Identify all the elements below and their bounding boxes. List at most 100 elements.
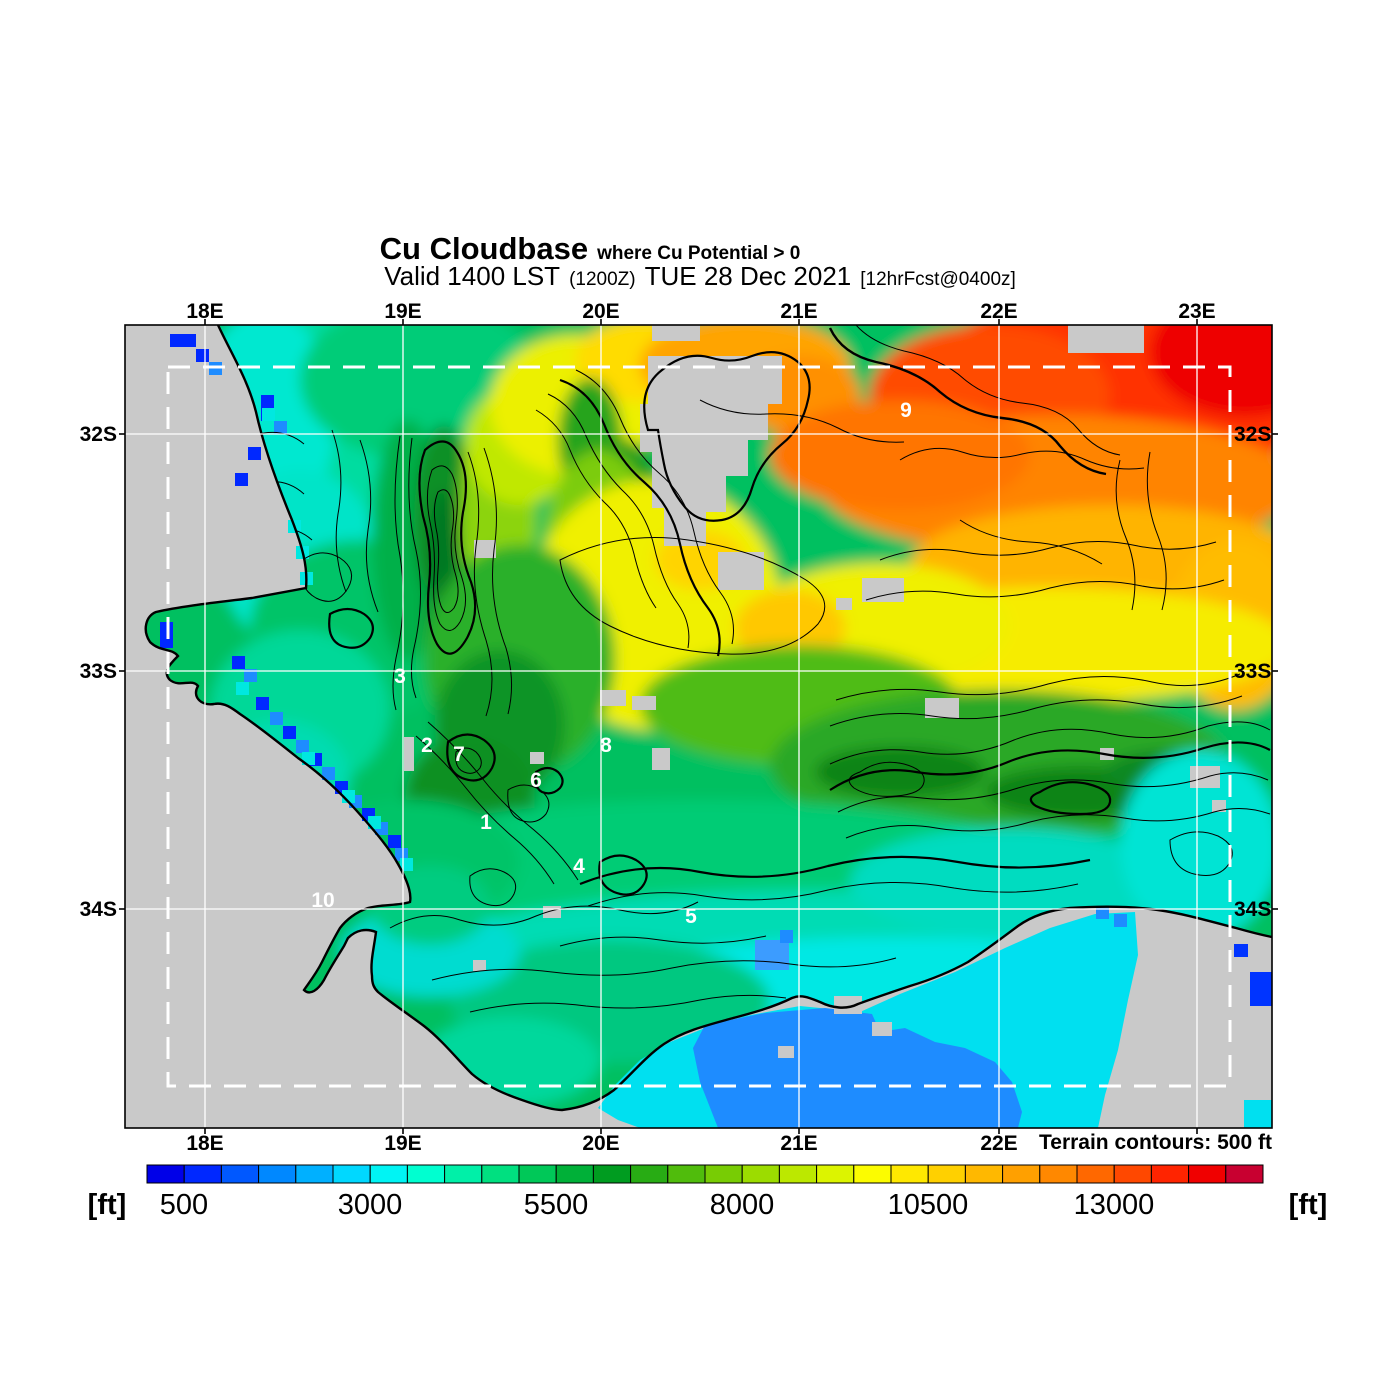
site-marker: 6 (530, 769, 542, 792)
contour-line (328, 607, 375, 649)
contour-line (855, 325, 1121, 456)
contour-line (559, 935, 767, 947)
lon-label-top: 22E (980, 300, 1017, 323)
zulu-time: (1200Z) (569, 269, 636, 290)
colorbar-cell (704, 1164, 743, 1184)
colorbar-cell (1225, 1164, 1264, 1184)
contour-line (359, 439, 379, 613)
pixel-patch (1250, 972, 1272, 1006)
colorbar-cell (1002, 1164, 1041, 1184)
contour-line (829, 741, 1271, 791)
site-marker: 5 (685, 905, 697, 928)
axis-labels: 18E 18E 19E 19E 20E 20E 21E 21E 22E 22E 23E 32S 32S 3… (80, 300, 1272, 1155)
title-line-2: Valid 1400 LST (1200Z) TUE 28 Dec 2021 [… (384, 261, 1016, 292)
colorbar-cell (518, 1164, 557, 1184)
colorbar-cell (592, 1164, 632, 1184)
pixel-patch (1244, 1100, 1272, 1128)
pixel-patch (274, 421, 287, 434)
contour-line (469, 868, 517, 907)
colorbar-tick-label: 8000 (710, 1189, 775, 1221)
pixel-patch (232, 656, 245, 669)
sea-data-patch (693, 1008, 1022, 1128)
inner-boundary (166, 365, 1232, 1088)
contour-line (865, 579, 1225, 601)
lon-label-top: 19E (384, 300, 421, 323)
title-qualifier: where Cu Potential > 0 (597, 243, 801, 264)
terrain-note: Terrain contours: 500 ft (1039, 1131, 1272, 1154)
pixel-patch (262, 408, 275, 421)
contour-line (1146, 451, 1167, 611)
pixel-patch (1190, 766, 1220, 788)
field-blob (1120, 750, 1272, 940)
contour-line (431, 957, 897, 981)
contour-line (426, 465, 466, 631)
colorbar-tick-label: 3000 (338, 1189, 403, 1221)
contour-line (899, 447, 1145, 470)
colorbar-tick-label: 5500 (524, 1189, 589, 1221)
colorbar-labels: 500 3000 5500 8000 10500 13000 [ft] [ft] (88, 1189, 1328, 1221)
contour-line (587, 882, 1079, 907)
pixel-patch (395, 848, 408, 861)
pixel-patch (196, 349, 209, 362)
colorbar-cell (890, 1164, 929, 1184)
site-markers: 1 2 3 4 5 6 7 8 9 10 (311, 399, 912, 928)
colorbar-tick-label: 13000 (1074, 1189, 1155, 1221)
colorbar-cell (927, 1164, 966, 1184)
colorbar-cell (741, 1164, 780, 1184)
pixel-patch (755, 940, 789, 970)
contour-line (389, 901, 699, 929)
map-content: 1 2 3 4 5 6 7 8 9 10 (125, 325, 1272, 1128)
forecast-info: [12hrFcst@0400z] (860, 269, 1016, 290)
field-blob (770, 400, 1030, 510)
pixel-patch (1212, 800, 1226, 812)
pixel-patch (296, 740, 309, 753)
lon-label-top: 20E (582, 300, 619, 323)
contour-line (828, 327, 1107, 476)
contour-line (446, 733, 496, 782)
field-blob (815, 746, 985, 798)
colorbar-cell (630, 1164, 669, 1184)
pixel-patch (780, 930, 793, 943)
masked-gray-region (640, 356, 782, 546)
pixel-patch (632, 696, 656, 710)
colorbar-tick-label: 500 (160, 1189, 208, 1221)
contour-line (848, 761, 925, 797)
pixel-patch (1068, 325, 1144, 353)
ocean (125, 325, 1272, 1128)
pixel-patch (404, 737, 414, 771)
site-marker: 4 (573, 855, 585, 878)
title-line-1: Cu Cloudbase where Cu Potential > 0 (380, 231, 801, 267)
colorbar-cell (667, 1164, 706, 1184)
pixel-patch (235, 473, 248, 486)
colorbar (146, 1164, 1264, 1184)
lon-label-bottom: 20E (582, 1132, 619, 1155)
pixel-patch (474, 540, 496, 558)
contour-line (879, 541, 1217, 561)
pixel-patch (244, 669, 257, 682)
contour-line (408, 437, 421, 699)
lon-label-top: 21E (780, 300, 817, 323)
site-marker: 7 (453, 743, 465, 766)
contour-line (534, 766, 564, 795)
contour-line (467, 451, 493, 717)
lon-label-top: 23E (1178, 300, 1215, 323)
field-blob (1150, 325, 1272, 417)
graticule (125, 325, 1272, 1128)
pixel-patch (270, 712, 283, 725)
lat-label-right: 33S (1234, 660, 1271, 683)
lat-label-right: 34S (1234, 898, 1271, 921)
contour-line (433, 489, 459, 613)
coastline (144, 325, 1272, 1112)
colorbar-cell (332, 1164, 371, 1184)
contour-line (535, 409, 657, 609)
pixel-patch (236, 682, 249, 695)
colorbar-cell (1076, 1164, 1115, 1184)
colorbar-cell (220, 1164, 260, 1184)
colorbar-cell (853, 1164, 892, 1184)
pixel-patch (283, 726, 296, 739)
colorbar-tick-label: 10500 (888, 1189, 969, 1221)
lat-label-left: 33S (80, 660, 117, 683)
colorbar-cell (1150, 1164, 1190, 1184)
contour-line (959, 519, 1103, 565)
